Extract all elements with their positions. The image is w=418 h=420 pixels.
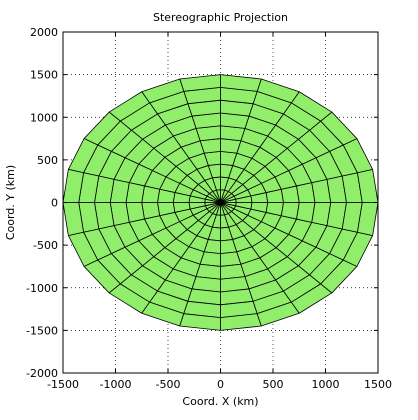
y-axis-label: Coord. Y (km)	[4, 165, 17, 240]
chart-title: Stereographic Projection	[153, 11, 288, 24]
x-tick-label: -500	[156, 378, 181, 391]
ticks: -1500 -1000 -500 0 500 1000 1500-2000-1500-100…	[26, 26, 392, 391]
x-axis-label: Coord. X (km)	[182, 395, 258, 408]
y-tick-label: 1000	[30, 111, 58, 124]
y-tick-label: -500	[33, 239, 58, 252]
y-tick-label: -1500	[26, 324, 58, 337]
mesh-cell	[280, 202, 300, 220]
mesh	[62, 74, 379, 331]
y-tick-label: 1500	[30, 69, 58, 82]
x-tick-label: -1000	[100, 378, 132, 391]
mesh-cell	[141, 185, 161, 203]
y-tick-label: 2000	[30, 26, 58, 39]
y-tick-label: -1000	[26, 282, 58, 295]
y-tick-label: -2000	[26, 367, 58, 380]
y-tick-label: 500	[37, 154, 58, 167]
y-tick-label: 0	[51, 197, 58, 210]
x-tick-label: 1000	[312, 378, 340, 391]
x-tick-label: 1500	[364, 378, 392, 391]
x-tick-label: 500	[263, 378, 284, 391]
x-tick-label: -1500	[47, 378, 79, 391]
x-tick-label: 0	[217, 378, 224, 391]
